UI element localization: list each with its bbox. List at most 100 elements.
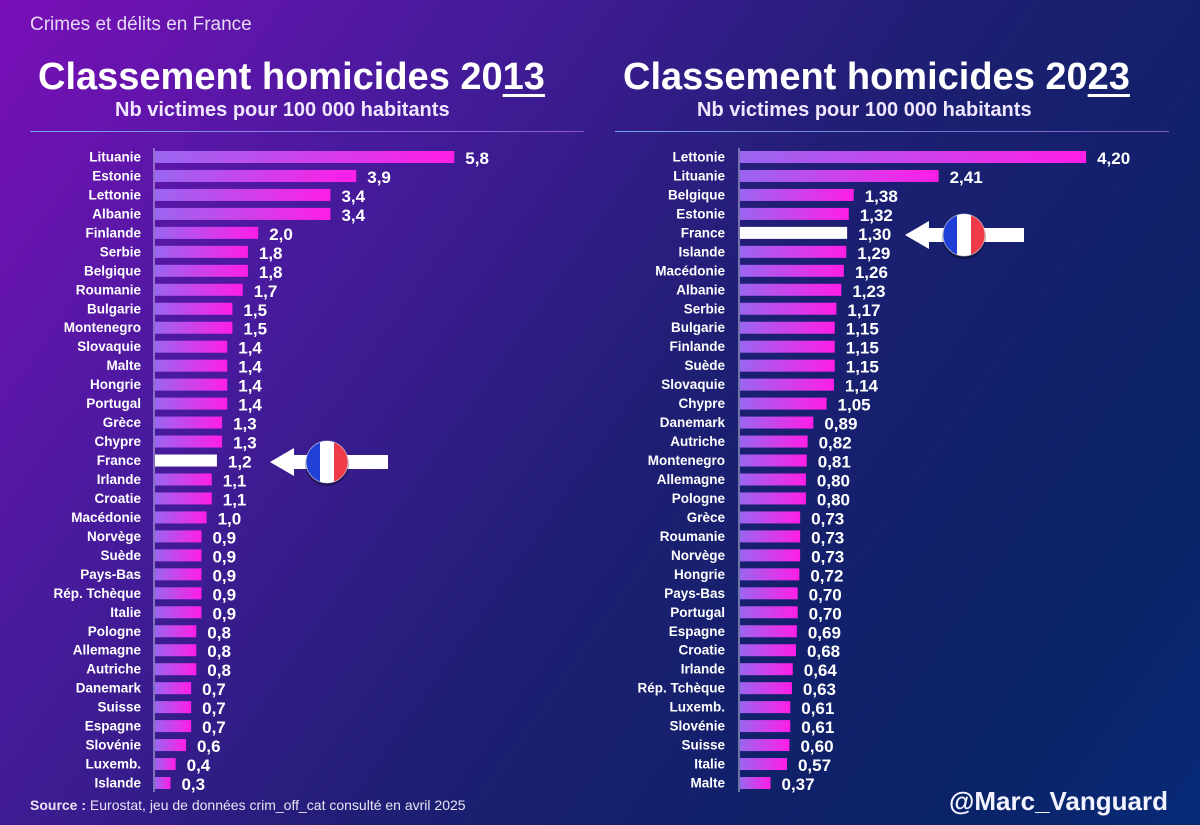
category-label: Danemark [660,415,726,430]
bar [155,245,248,258]
bar [155,530,202,543]
value-label: 0,9 [212,547,236,566]
category-label: Slovénie [85,738,141,753]
bar [155,340,228,353]
value-label: 0,7 [202,699,226,718]
value-label: 0,7 [202,680,226,699]
chart-title-2023: Classement homicides 2023 [623,56,1130,99]
category-label: Pologne [88,624,142,639]
category-label: Grèce [687,510,726,525]
title-year: 13 [502,56,545,98]
value-label: 1,05 [838,396,871,415]
category-label: Suède [684,358,725,373]
topic-label: Crimes et délits en France [30,14,252,35]
bar [155,169,357,182]
bar [740,606,798,619]
category-label: Allemagne [657,472,726,487]
value-label: 4,20 [1097,149,1130,168]
bar [155,568,202,581]
value-label: 1,0 [218,509,242,528]
category-label: Espagne [85,719,142,734]
source-text: Eurostat, jeu de données crim_off_cat co… [86,797,466,813]
value-label: 0,7 [202,718,226,737]
category-label: Suisse [97,700,141,715]
category-label: Lettonie [89,187,142,202]
bar [740,720,791,733]
value-label: 1,30 [858,225,891,244]
bar [155,226,259,239]
value-label: 0,72 [810,566,843,585]
value-label: 0,80 [817,490,850,509]
bar [740,568,800,581]
category-label: Grèce [103,415,142,430]
bar [155,587,202,600]
bar [740,663,793,676]
value-label: 0,9 [212,604,236,623]
category-label: Allemagne [73,643,142,658]
bar [740,758,787,771]
french-flag-icon [305,440,349,484]
value-label: 1,15 [846,358,879,377]
value-label: 0,8 [207,661,231,680]
value-label: 0,73 [811,509,844,528]
bar [740,416,814,429]
value-label: 0,64 [804,661,838,680]
bar [740,378,834,391]
bar [155,207,331,220]
category-label: France [681,225,726,240]
value-label: 2,41 [950,168,983,187]
category-label: Malte [690,776,725,791]
category-label: Suisse [681,738,725,753]
bar [155,151,455,163]
value-label: 1,4 [238,377,262,396]
category-label: Rép. Tchèque [53,586,141,601]
category-label: Danemark [76,681,142,696]
bar [740,340,835,353]
value-label: 0,82 [819,434,852,453]
bar [740,454,807,467]
category-label: Norvège [87,529,142,544]
value-label: 0,61 [801,718,834,737]
value-label: 0,63 [803,680,836,699]
flag-white-band [320,441,334,483]
bar [740,777,771,790]
category-label: Croatie [94,491,141,506]
category-label: Pays-Bas [664,586,725,601]
bar [740,264,844,277]
bar [155,701,192,714]
value-label: 0,61 [801,699,834,718]
value-label: 3,4 [341,206,365,225]
chart-subtitle-2023: Nb victimes pour 100 000 habitants [697,99,1032,121]
bar [155,625,197,638]
bar [740,151,1087,163]
category-label: Slovaquie [661,377,725,392]
category-label: Autriche [670,434,725,449]
bar [155,758,176,771]
category-label: Autriche [86,662,141,677]
bar [740,321,835,334]
value-label: 0,9 [212,528,236,547]
value-label: 1,1 [223,490,247,509]
bar [740,511,801,524]
value-label: 1,5 [243,301,267,320]
value-label: 0,80 [817,471,850,490]
value-label: 0,70 [809,604,842,623]
bar [155,606,202,619]
value-label: 1,14 [845,377,879,396]
bar [740,530,801,543]
bar [155,283,243,296]
category-label: Malte [106,358,141,373]
source-note: Source : Eurostat, jeu de données crim_o… [30,797,466,813]
flag-white-band [957,214,971,256]
value-label: 0,68 [807,642,840,661]
bar [740,701,791,714]
value-label: 1,8 [259,244,283,263]
bar [740,682,792,695]
category-label: Espagne [669,624,726,639]
value-label: 1,7 [254,282,278,301]
category-label: Portugal [86,396,141,411]
value-label: 0,9 [212,566,236,585]
flag-blue-band [943,214,957,256]
value-label: 0,73 [811,547,844,566]
title-prefix: Classement homicides 20 [623,56,1088,98]
